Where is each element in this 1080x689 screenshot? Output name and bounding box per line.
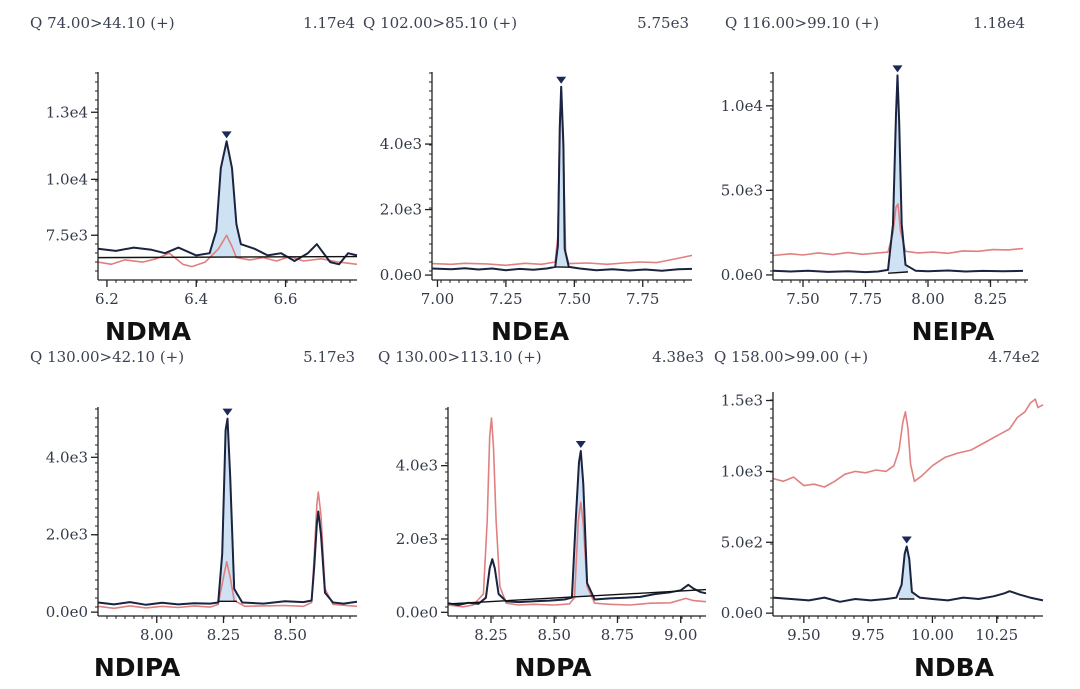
x-tick-label: 7.00 — [421, 290, 454, 308]
x-tick-label: 9.00 — [664, 626, 697, 644]
qualifier-trace — [772, 398, 1044, 488]
x-tick-label: 7.50 — [558, 290, 591, 308]
max-intensity-label: 1.18e4 — [973, 14, 1025, 32]
y-tick-label: 4.0e3 — [396, 457, 438, 475]
max-intensity-label: 4.38e3 — [652, 348, 704, 366]
qualifier-trace — [772, 203, 1024, 257]
chromatogram-ndipa: Q 130.00>42.10 (+) 5.17e3 0.0e0 2.0e3 4.0e3 8… — [30, 348, 358, 682]
x-tick-label: 7.75 — [626, 290, 659, 308]
quantifier-trace — [431, 85, 693, 272]
y-tick-label: 2.0e3 — [46, 526, 88, 544]
max-intensity-label: 1.17e4 — [303, 14, 355, 32]
x-tick-label: 8.25 — [974, 290, 1007, 308]
x-tick-label: 7.75 — [849, 290, 882, 308]
max-intensity-label: 5.75e3 — [637, 14, 689, 32]
y-tick-label: 1.0e4 — [721, 97, 763, 115]
y-tick-label: 0.0e0 — [380, 266, 422, 284]
peak-apex-marker — [556, 76, 567, 84]
y-tick-label: 5.0e2 — [721, 533, 763, 551]
chromatogram-neipa: Q 116.00>99.10 (+) 1.18e4 0.0e0 5.0e3 1.0e4 7… — [721, 14, 1028, 346]
transition-label: Q 74.00>44.10 (+) — [30, 14, 175, 32]
y-tick-label: 1.0e4 — [46, 170, 88, 188]
x-tick-label: 9.75 — [851, 626, 884, 644]
y-tick-label: 2.0e3 — [380, 201, 422, 219]
y-tick-label: 0.0e0 — [721, 266, 763, 284]
x-tick-label: 7.25 — [489, 290, 522, 308]
x-tick-label: 10.25 — [975, 626, 1018, 644]
x-tick-label: 6.2 — [95, 290, 119, 308]
y-tick-label: 2.0e3 — [396, 530, 438, 548]
quantifier-trace — [97, 140, 358, 266]
max-intensity-label: 4.74e2 — [988, 348, 1040, 366]
qualifier-trace — [97, 491, 358, 610]
x-tick-label: 8.75 — [601, 626, 634, 644]
x-tick-label: 8.50 — [538, 626, 571, 644]
transition-label: Q 116.00>99.10 (+) — [725, 14, 879, 32]
qualifier-trace — [447, 417, 707, 608]
x-tick-label: 8.50 — [274, 626, 307, 644]
chromatogram-ndba: Q 158.00>99.00 (+) 4.74e2 0.0e0 5.0e2 1.0e3 1… — [714, 348, 1044, 682]
peak-apex-marker — [575, 441, 586, 448]
y-tick-label: 0.0e0 — [721, 604, 763, 622]
chromatogram-ndma: Q 74.00>44.10 (+) 1.17e4 7.5e3 1.0e4 1.3e4 6.… — [30, 14, 358, 346]
y-tick-label: 0.0e0 — [396, 603, 438, 621]
x-tick-label: 9.50 — [787, 626, 820, 644]
y-tick-label: 5.0e3 — [721, 181, 763, 199]
x-tick-label: 10.00 — [911, 626, 954, 644]
y-tick-label: 4.0e3 — [46, 448, 88, 466]
quantifier-trace — [97, 417, 358, 606]
transition-label: Q 130.00>113.10 (+) — [378, 348, 542, 366]
peak-apex-marker — [222, 408, 233, 416]
x-tick-label: 8.00 — [911, 290, 944, 308]
compound-name: NDMA — [105, 317, 192, 346]
x-tick-label: 8.25 — [207, 626, 240, 644]
x-tick-label: 8.00 — [140, 626, 173, 644]
chromatogram-ndea: Q 102.00>85.10 (+) 5.75e3 0.0e0 2.0e3 4.0e3 7… — [363, 14, 693, 346]
compound-name: NEIPA — [912, 317, 995, 346]
compound-name: NDIPA — [94, 653, 181, 682]
y-tick-label: 1.3e4 — [46, 103, 88, 121]
compound-name: NDEA — [491, 317, 570, 346]
quantifier-trace — [772, 545, 1044, 603]
transition-label: Q 130.00>42.10 (+) — [30, 348, 184, 366]
y-tick-label: 1.0e3 — [721, 462, 763, 480]
x-tick-label: 8.25 — [474, 626, 507, 644]
compound-name: NDPA — [514, 653, 592, 682]
y-tick-label: 4.0e3 — [380, 135, 422, 153]
x-tick-label: 6.4 — [184, 290, 208, 308]
integration-baseline — [887, 271, 909, 274]
y-tick-label: 0.0e0 — [46, 603, 88, 621]
x-tick-label: 7.50 — [786, 290, 819, 308]
x-tick-label: 6.6 — [274, 290, 298, 308]
peak-apex-marker — [892, 65, 903, 73]
integration-baseline — [447, 588, 707, 605]
peak-apex-marker — [221, 131, 232, 139]
y-tick-label: 7.5e3 — [46, 226, 88, 244]
peak-area — [888, 75, 908, 274]
max-intensity-label: 5.17e3 — [303, 348, 355, 366]
peak-apex-marker — [901, 536, 912, 544]
quantifier-trace — [772, 74, 1024, 274]
transition-label: Q 158.00>99.00 (+) — [714, 348, 868, 366]
y-tick-label: 1.5e3 — [721, 392, 763, 410]
chromatogram-ndpa: Q 130.00>113.10 (+) 4.38e3 0.0e0 2.0e3 4.0e3… — [378, 348, 707, 682]
transition-label: Q 102.00>85.10 (+) — [363, 14, 517, 32]
integration-baseline — [97, 255, 358, 259]
compound-name: NDBA — [914, 653, 995, 682]
